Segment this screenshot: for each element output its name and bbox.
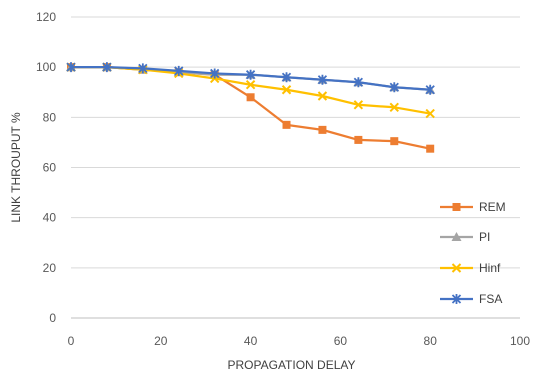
data-point: [281, 72, 292, 83]
data-point: [426, 144, 435, 153]
legend-label: Hinf: [479, 261, 501, 275]
y-tick-label: 60: [43, 161, 57, 175]
data-point: [102, 62, 112, 73]
legend: REM PI Hinf FSA: [440, 200, 506, 306]
x-tick-label: 0: [68, 334, 75, 348]
legend-marker: [452, 203, 461, 211]
data-point: [210, 68, 220, 79]
y-tick-label: 20: [43, 261, 57, 275]
data-point: [317, 91, 328, 101]
x-tick-label: 100: [510, 334, 530, 348]
data-point: [389, 82, 399, 93]
legend-item-rem: REM: [440, 200, 506, 214]
data-point: [174, 65, 184, 76]
data-point: [138, 63, 148, 74]
data-point: [245, 69, 256, 80]
legend-label: FSA: [479, 292, 502, 306]
data-point: [353, 77, 363, 88]
data-point: [425, 108, 435, 119]
x-tick-label: 20: [154, 334, 168, 348]
y-tick-label: 100: [36, 60, 56, 74]
data-point: [66, 62, 76, 73]
data-point: [282, 120, 291, 129]
data-point: [246, 93, 255, 102]
data-point: [390, 137, 399, 146]
legend-item-fsa: FSA: [440, 292, 502, 306]
legend-marker: [451, 232, 462, 241]
legend-item-hinf: Hinf: [440, 261, 501, 275]
y-tick-label: 0: [49, 311, 56, 325]
y-tick-label: 80: [43, 110, 57, 124]
data-point: [354, 135, 363, 144]
legend-label: PI: [479, 230, 490, 244]
series-fsa: [66, 62, 435, 95]
y-tick-label: 40: [43, 211, 57, 225]
legend-marker: [451, 294, 462, 304]
data-point: [389, 102, 399, 113]
legend-marker: [451, 263, 462, 273]
x-tick-label: 60: [334, 334, 348, 348]
data-point: [245, 80, 256, 90]
data-point: [318, 125, 327, 134]
data-point: [281, 85, 292, 95]
x-tick-label: 40: [244, 334, 258, 348]
data-point: [353, 100, 364, 110]
x-axis-title: PROPAGATION DELAY: [227, 358, 355, 372]
legend-label: REM: [479, 200, 506, 214]
y-axis-ticks: 0 20 40 60 80 100 120: [36, 10, 56, 325]
data-point: [317, 74, 328, 85]
y-axis-title: LINK THROUPUT %: [9, 112, 23, 223]
legend-item-pi: PI: [440, 230, 490, 244]
x-axis-ticks: 0 20 40 60 80 100: [68, 334, 531, 348]
y-tick-label: 120: [36, 10, 56, 24]
series-layer: [66, 62, 436, 153]
x-tick-label: 80: [424, 334, 438, 348]
gridlines: [71, 16, 520, 269]
data-point: [425, 84, 435, 95]
